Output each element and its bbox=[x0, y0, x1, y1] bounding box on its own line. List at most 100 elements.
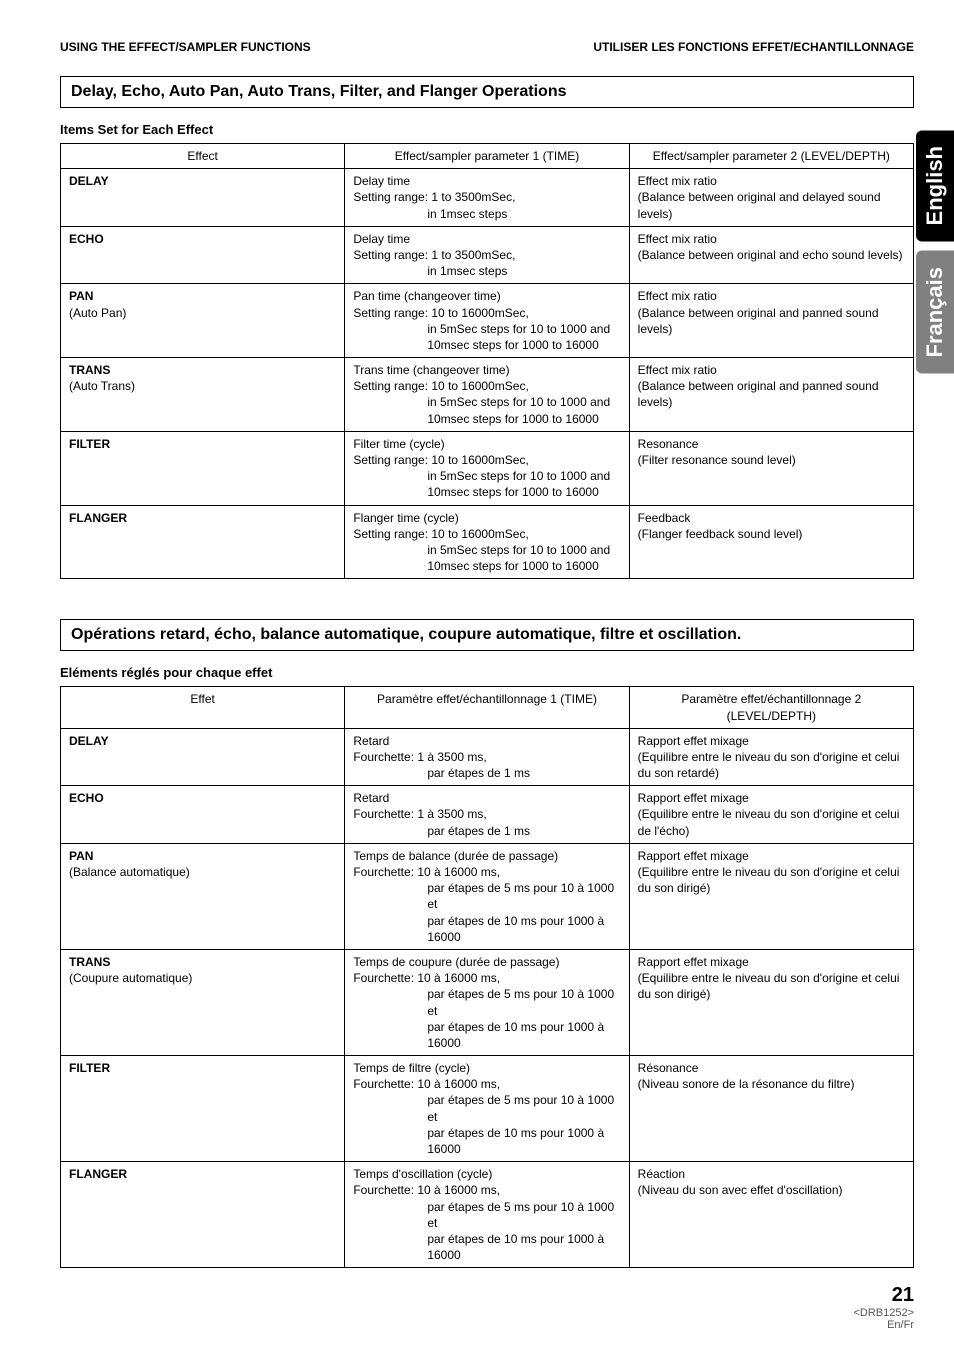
effect-sub: (Coupure automatique) bbox=[69, 971, 192, 985]
cell-text: Effect mix ratio bbox=[638, 289, 717, 303]
effect-name: TRANS bbox=[69, 363, 110, 377]
cell-text: Delay time bbox=[353, 232, 410, 246]
cell-text: par étapes de 5 ms pour 10 à 1000 et bbox=[353, 1092, 620, 1124]
cell-text: (Equilibre entre le niveau du son d'orig… bbox=[638, 750, 900, 780]
en-table: Effect Effect/sampler parameter 1 (TIME)… bbox=[60, 143, 914, 579]
top-headers: USING THE EFFECT/SAMPLER FUNCTIONS UTILI… bbox=[60, 40, 914, 54]
cell-text: in 5mSec steps for 10 to 1000 and bbox=[353, 542, 620, 558]
footer-langs: En/Fr bbox=[853, 1319, 914, 1331]
cell-text: Résonance bbox=[638, 1061, 699, 1075]
cell-text: in 5mSec steps for 10 to 1000 and bbox=[353, 394, 620, 410]
cell-text: Temps d'oscillation (cycle) bbox=[353, 1167, 492, 1181]
table-row: DELAY Retard Fourchette: 1 à 3500 ms, pa… bbox=[61, 728, 914, 786]
table-row: DELAY Delay time Setting range: 1 to 350… bbox=[61, 169, 914, 227]
cell-text: Temps de filtre (cycle) bbox=[353, 1061, 470, 1075]
cell-text: Retard bbox=[353, 791, 389, 805]
cell-text: Setting range: 1 to 3500mSec, bbox=[353, 248, 515, 262]
cell-text: (Balance between original and panned sou… bbox=[638, 379, 879, 409]
cell-text: Setting range: 10 to 16000mSec, bbox=[353, 306, 528, 320]
cell-text: Rapport effet mixage bbox=[638, 955, 749, 969]
col-param1: Paramètre effet/échantillonnage 1 (TIME) bbox=[345, 687, 629, 728]
cell-text: Fourchette: 1 à 3500 ms, bbox=[353, 807, 486, 821]
cell-text: Retard bbox=[353, 734, 389, 748]
cell-text: Temps de coupure (durée de passage) bbox=[353, 955, 559, 969]
cell-text: Feedback bbox=[638, 511, 691, 525]
cell-text: par étapes de 1 ms bbox=[353, 823, 620, 839]
cell-text: Rapport effet mixage bbox=[638, 734, 749, 748]
cell-text: Effect mix ratio bbox=[638, 174, 717, 188]
effect-sub: (Balance automatique) bbox=[69, 865, 190, 879]
cell-text: Effect mix ratio bbox=[638, 232, 717, 246]
cell-text: par étapes de 10 ms pour 1000 à 16000 bbox=[353, 1125, 620, 1157]
table-row: FILTER Temps de filtre (cycle) Fourchett… bbox=[61, 1056, 914, 1162]
cell-text: (Flanger feedback sound level) bbox=[638, 527, 803, 541]
cell-text: in 5mSec steps for 10 to 1000 and bbox=[353, 468, 620, 484]
col-param2: Effect/sampler parameter 2 (LEVEL/DEPTH) bbox=[629, 144, 913, 169]
cell-text: par étapes de 5 ms pour 10 à 1000 et bbox=[353, 880, 620, 912]
cell-text: Setting range: 10 to 16000mSec, bbox=[353, 527, 528, 541]
cell-text: Filter time (cycle) bbox=[353, 437, 444, 451]
cell-text: Fourchette: 10 à 16000 ms, bbox=[353, 865, 500, 879]
effect-name: FLANGER bbox=[69, 1167, 127, 1181]
cell-text: Rapport effet mixage bbox=[638, 849, 749, 863]
page-number: 21 bbox=[853, 1284, 914, 1307]
cell-text: Trans time (changeover time) bbox=[353, 363, 509, 377]
effect-name: DELAY bbox=[69, 174, 109, 188]
effect-name: FILTER bbox=[69, 437, 110, 451]
cell-text: Fourchette: 1 à 3500 ms, bbox=[353, 750, 486, 764]
table-header-row: Effect Effect/sampler parameter 1 (TIME)… bbox=[61, 144, 914, 169]
table-row: TRANS (Coupure automatique) Temps de cou… bbox=[61, 949, 914, 1055]
cell-text: (Balance between original and delayed so… bbox=[638, 190, 881, 220]
cell-text: in 1msec steps bbox=[353, 263, 620, 279]
cell-text: 10msec steps for 1000 to 16000 bbox=[353, 558, 620, 574]
cell-text: Temps de balance (durée de passage) bbox=[353, 849, 558, 863]
col-param2: Paramètre effet/échantillonnage 2 (LEVEL… bbox=[629, 687, 913, 728]
cell-text: (Equilibre entre le niveau du son d'orig… bbox=[638, 971, 900, 1001]
cell-text: in 1msec steps bbox=[353, 206, 620, 222]
table-row: ECHO Delay time Setting range: 1 to 3500… bbox=[61, 226, 914, 284]
cell-text: Resonance bbox=[638, 437, 699, 451]
cell-text: Flanger time (cycle) bbox=[353, 511, 458, 525]
effect-name: ECHO bbox=[69, 791, 104, 805]
fr-table: Effet Paramètre effet/échantillonnage 1 … bbox=[60, 686, 914, 1268]
col-effect: Effet bbox=[61, 687, 345, 728]
effect-sub: (Auto Trans) bbox=[69, 379, 135, 393]
cell-text: Rapport effet mixage bbox=[638, 791, 749, 805]
table-row: PAN (Auto Pan) Pan time (changeover time… bbox=[61, 284, 914, 358]
cell-text: par étapes de 10 ms pour 1000 à 16000 bbox=[353, 1019, 620, 1051]
cell-text: Fourchette: 10 à 16000 ms, bbox=[353, 971, 500, 985]
header-left: USING THE EFFECT/SAMPLER FUNCTIONS bbox=[60, 40, 311, 54]
en-subheading: Items Set for Each Effect bbox=[60, 122, 914, 137]
cell-text: (Niveau du son avec effet d'oscillation) bbox=[638, 1183, 843, 1197]
cell-text: Setting range: 1 to 3500mSec, bbox=[353, 190, 515, 204]
cell-text: Fourchette: 10 à 16000 ms, bbox=[353, 1077, 500, 1091]
tab-english: English bbox=[916, 130, 954, 241]
header-right: UTILISER LES FONCTIONS EFFET/ECHANTILLON… bbox=[593, 40, 914, 54]
cell-text: Pan time (changeover time) bbox=[353, 289, 500, 303]
table-row: FLANGER Flanger time (cycle) Setting ran… bbox=[61, 505, 914, 579]
cell-text: (Niveau sonore de la résonance du filtre… bbox=[638, 1077, 855, 1091]
cell-text: par étapes de 1 ms bbox=[353, 765, 620, 781]
fr-section-title: Opérations retard, écho, balance automat… bbox=[60, 619, 914, 651]
table-row: ECHO Retard Fourchette: 1 à 3500 ms, par… bbox=[61, 786, 914, 844]
side-tabs: English Français bbox=[916, 130, 954, 384]
cell-text: Setting range: 10 to 16000mSec, bbox=[353, 453, 528, 467]
effect-name: TRANS bbox=[69, 955, 110, 969]
cell-text: Setting range: 10 to 16000mSec, bbox=[353, 379, 528, 393]
effect-name: PAN bbox=[69, 289, 93, 303]
col-param1: Effect/sampler parameter 1 (TIME) bbox=[345, 144, 629, 169]
effect-name: DELAY bbox=[69, 734, 109, 748]
en-section-title: Delay, Echo, Auto Pan, Auto Trans, Filte… bbox=[60, 76, 914, 108]
cell-text: 10msec steps for 1000 to 16000 bbox=[353, 337, 620, 353]
effect-sub: (Auto Pan) bbox=[69, 306, 126, 320]
cell-text: in 5mSec steps for 10 to 1000 and bbox=[353, 321, 620, 337]
cell-text: par étapes de 5 ms pour 10 à 1000 et bbox=[353, 986, 620, 1018]
effect-name: FILTER bbox=[69, 1061, 110, 1075]
cell-text: (Filter resonance sound level) bbox=[638, 453, 796, 467]
cell-text: Réaction bbox=[638, 1167, 685, 1181]
effect-name: ECHO bbox=[69, 232, 104, 246]
table-row: FILTER Filter time (cycle) Setting range… bbox=[61, 431, 914, 505]
cell-text: 10msec steps for 1000 to 16000 bbox=[353, 411, 620, 427]
fr-subheading: Eléments réglés pour chaque effet bbox=[60, 665, 914, 680]
table-row: TRANS (Auto Trans) Trans time (changeove… bbox=[61, 358, 914, 432]
